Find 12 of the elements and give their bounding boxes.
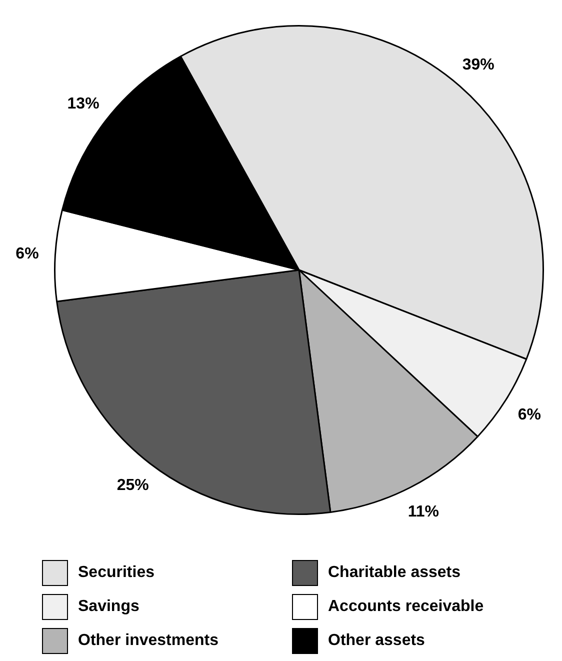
data-label: 11% <box>408 504 440 521</box>
data-label: 6% <box>518 406 541 424</box>
legend-label: Securities <box>78 564 154 582</box>
legend-label: Savings <box>78 598 140 616</box>
legend-label: Other investments <box>78 632 218 650</box>
legend-label: Other assets <box>328 632 425 650</box>
legend-label: Accounts receivable <box>328 598 484 616</box>
data-label: 13% <box>67 95 100 112</box>
data-label: 6% <box>16 245 39 262</box>
legend-label: Charitable assets <box>328 564 461 582</box>
data-label: 39% <box>462 56 494 74</box>
data-label: 25% <box>116 477 149 494</box>
